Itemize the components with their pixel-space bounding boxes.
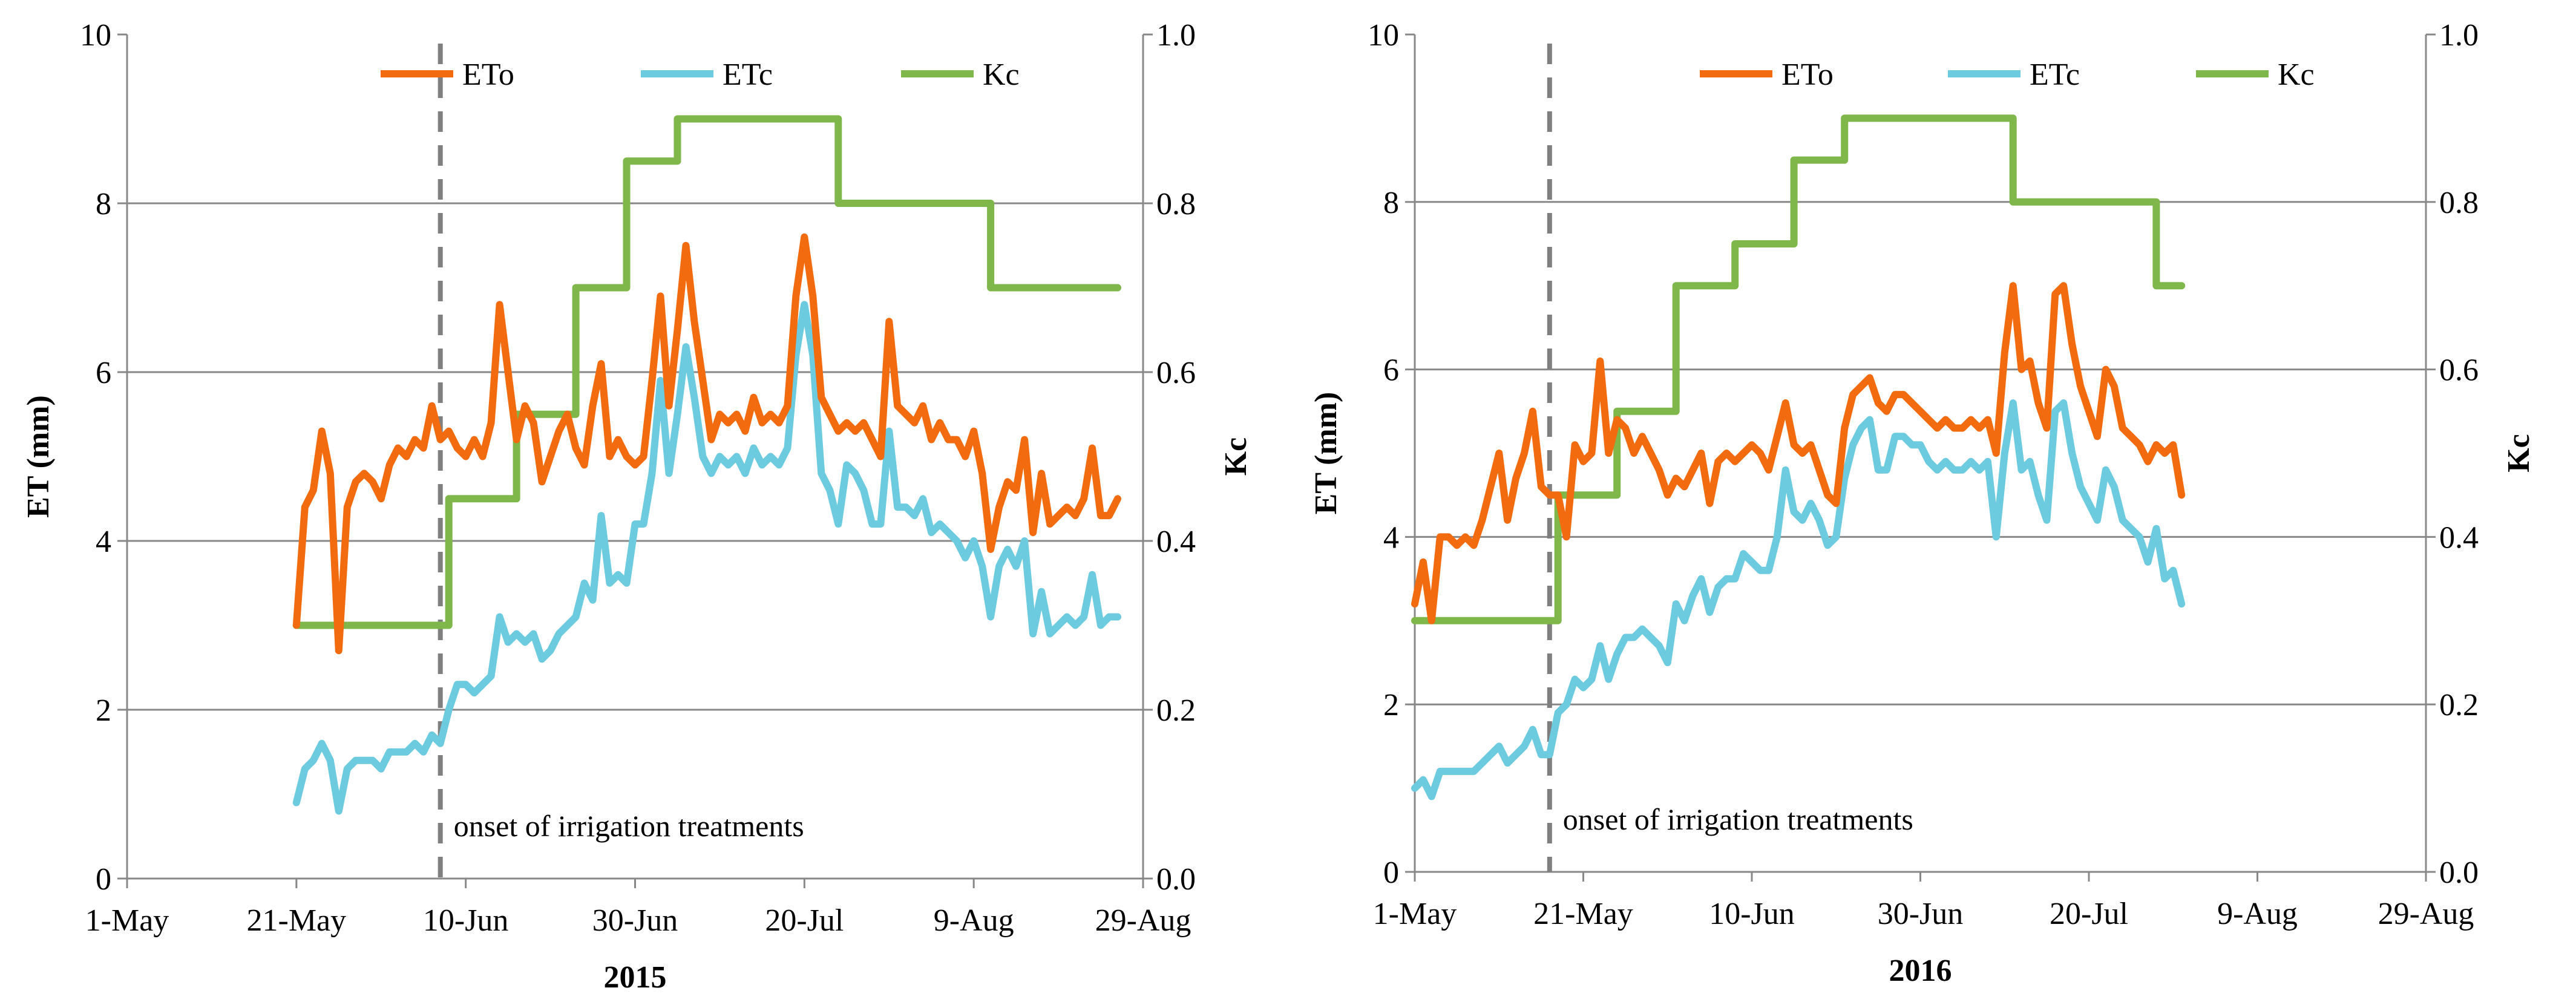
y-tick-label: 10 (80, 18, 111, 53)
y2-tick-label: 0.0 (2439, 856, 2479, 890)
y2-axis-title: Kc (2502, 434, 2536, 473)
x-axis-title: 2016 (1889, 954, 1952, 988)
y2-tick-label: 0.0 (1156, 862, 1196, 897)
legend-label-etc: ETc (2030, 57, 2080, 92)
y2-tick-label: 0.8 (2439, 186, 2479, 220)
y2-tick-label: 1.0 (2439, 18, 2479, 53)
y2-axis-title: Kc (1219, 437, 1253, 476)
y2-tick-label: 0.4 (2439, 520, 2479, 555)
y-tick-label: 4 (1383, 520, 1399, 555)
series-line-kc (1411, 114, 2186, 624)
legend-label-etc: ETc (723, 57, 773, 92)
x-tick-label: 21-May (247, 903, 347, 938)
series-line-etc (292, 301, 1121, 815)
y-tick-label: 6 (1383, 353, 1399, 388)
series-line-eto (1411, 282, 2186, 624)
y-tick-label: 0 (96, 862, 111, 897)
series-line-eto (292, 233, 1121, 655)
y2-tick-label: 0.2 (2439, 688, 2479, 722)
y2-tick-label: 0.2 (1156, 693, 1196, 728)
legend-label-kc: Kc (983, 57, 1020, 92)
y-tick-label: 0 (1383, 856, 1399, 890)
y-tick-label: 8 (96, 187, 111, 221)
y-tick-label: 8 (1383, 186, 1399, 220)
x-tick-label: 21-May (1533, 897, 1633, 931)
y2-tick-label: 1.0 (1156, 18, 1196, 53)
series-line-kc (292, 115, 1121, 629)
x-tick-label: 9-Aug (2217, 897, 2298, 931)
y-tick-label: 6 (96, 356, 111, 390)
legend-label-eto: ETo (462, 57, 514, 92)
x-tick-label: 30-Jun (592, 903, 678, 938)
y-axis-title: ET (mm) (1309, 392, 1343, 515)
y2-tick-label: 0.6 (2439, 353, 2479, 388)
legend-label-eto: ETo (1781, 57, 1834, 92)
chart-2016: 0 2 4 6 8 10 0.0 0.2 0.4 0.6 0.8 1.0 1-May 21-May 10-J… (1309, 18, 2536, 988)
x-tick-label: 9-Aug (934, 903, 1014, 938)
x-tick-label: 10-Jun (1709, 897, 1795, 931)
y-tick-label: 4 (96, 525, 111, 559)
x-tick-label: 10-Jun (423, 903, 509, 938)
series-line-etc (1411, 399, 2186, 800)
x-tick-label: 29-Aug (1095, 903, 1191, 938)
x-tick-label: 29-Aug (2378, 897, 2474, 931)
y-tick-label: 2 (1383, 688, 1399, 722)
x-tick-label: 1-May (1373, 897, 1457, 931)
y2-tick-label: 0.6 (1156, 356, 1196, 390)
chart-2015: 0 2 4 6 8 10 0.0 0.2 0.4 0.6 0.8 1.0 1-May 21-May 10-J… (21, 18, 1253, 995)
y2-tick-label: 0.8 (1156, 187, 1196, 221)
y-tick-label: 2 (96, 693, 111, 728)
x-tick-label: 1-May (85, 903, 169, 938)
y-tick-label: 10 (1368, 18, 1399, 53)
x-tick-label: 30-Jun (1878, 897, 1964, 931)
onset-annotation: onset of irrigation treatments (1563, 802, 1913, 836)
legend-label-kc: Kc (2278, 57, 2315, 92)
x-axis-title: 2015 (604, 960, 667, 995)
onset-annotation: onset of irrigation treatments (454, 809, 804, 843)
y-axis-title: ET (mm) (21, 395, 56, 518)
x-tick-label: 20-Jul (2050, 897, 2128, 931)
x-tick-label: 20-Jul (765, 903, 844, 938)
y2-tick-label: 0.4 (1156, 525, 1196, 559)
